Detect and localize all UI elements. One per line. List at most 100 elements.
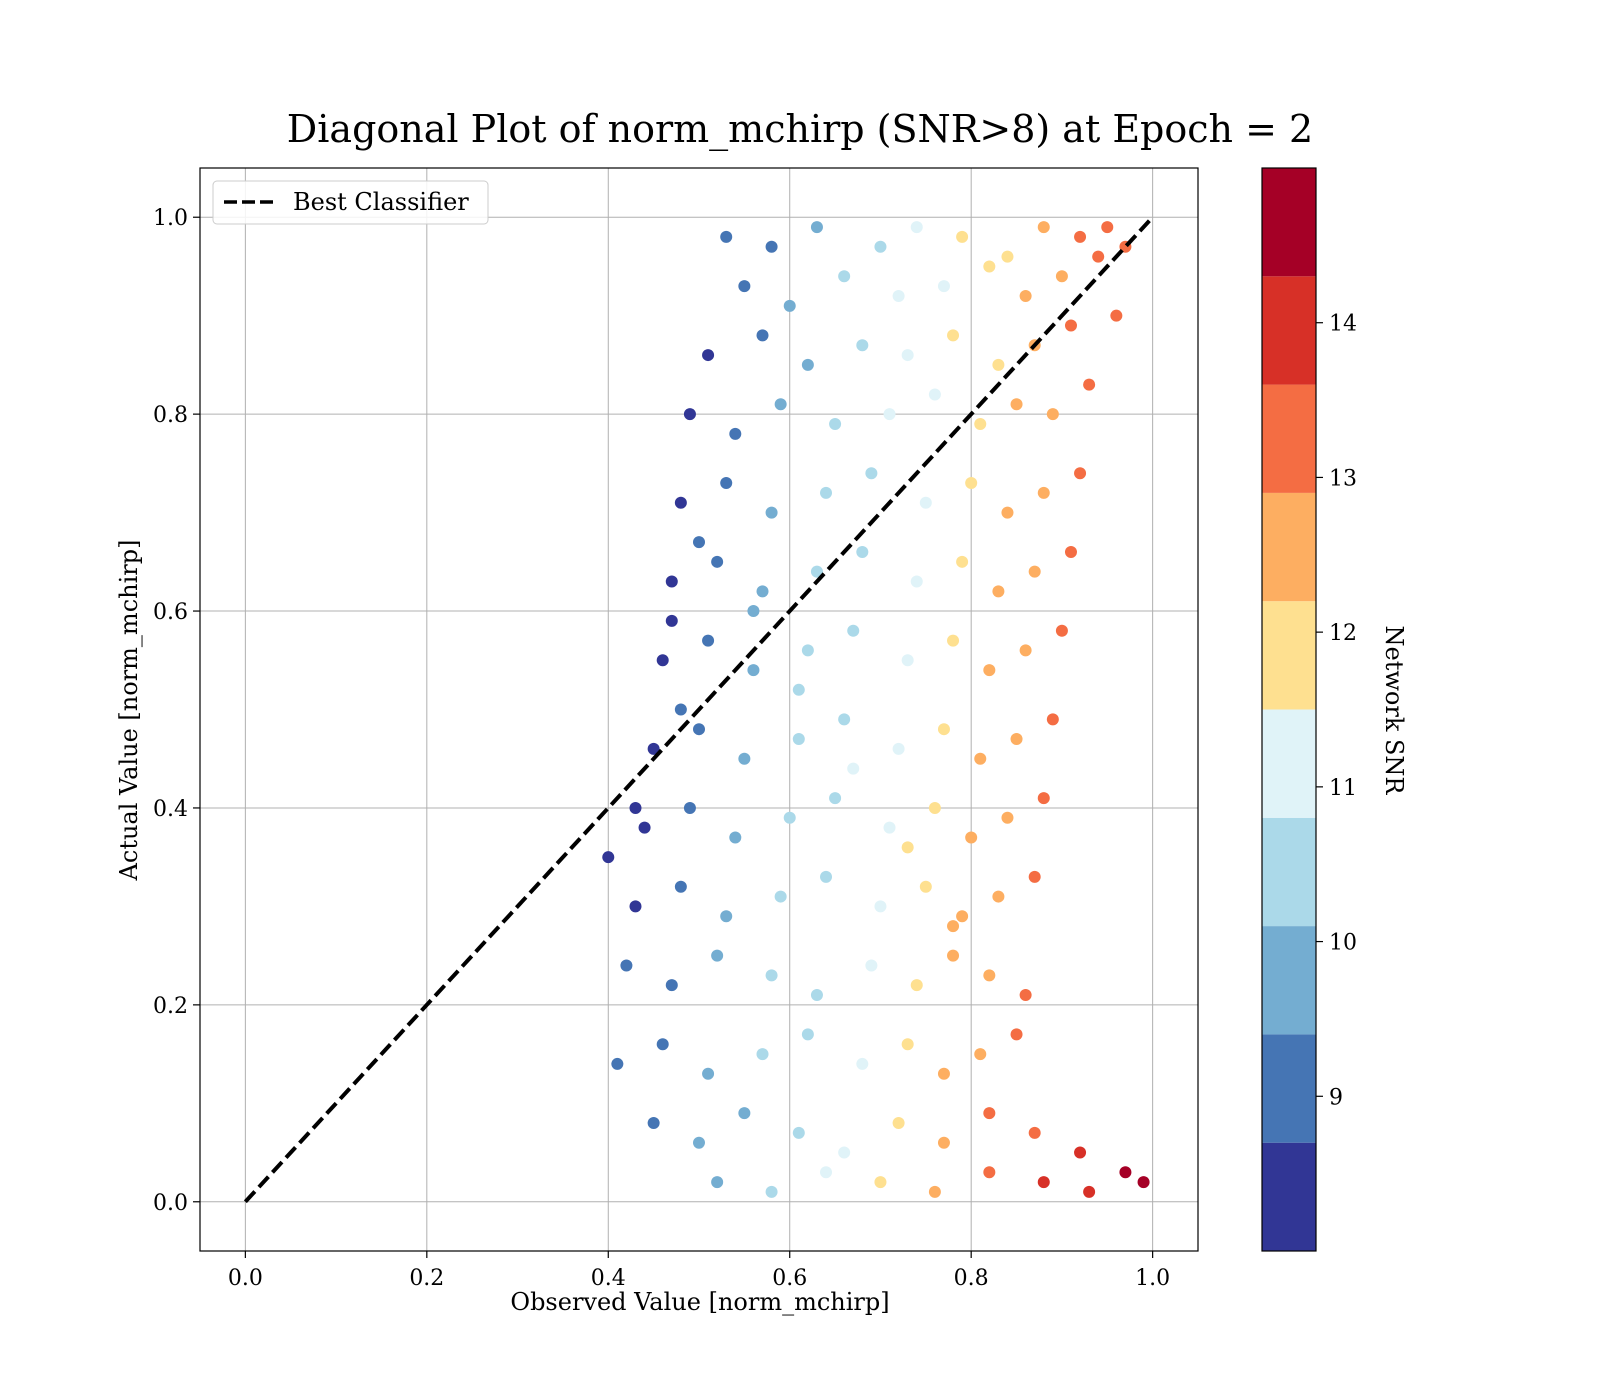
scatter-point (1064, 545, 1077, 558)
scatter-point (1137, 1176, 1150, 1189)
best-classifier-dashed-line (243, 215, 1155, 1204)
scatter-point (956, 230, 969, 243)
colorbar-tick-label: 14 (1329, 312, 1357, 337)
scatter-point (665, 575, 678, 588)
scatter-point (983, 1107, 996, 1120)
scatter-point (720, 477, 733, 490)
scatter-point (928, 388, 941, 401)
y-tick-label: 0.0 (153, 1191, 188, 1216)
scatter-point (838, 1146, 851, 1159)
scatter-point (974, 752, 987, 765)
best-classifier-line (243, 215, 1155, 1204)
colorbar-bin (1262, 926, 1316, 1035)
x-tick-label: 0.4 (591, 1266, 626, 1291)
scatter-point (711, 1176, 724, 1189)
scatter-point (665, 979, 678, 992)
scatter-point (820, 1166, 833, 1179)
scatter-point (956, 910, 969, 923)
scatter-point (829, 417, 842, 430)
scatter-point (1092, 250, 1105, 263)
scatter-point (683, 801, 696, 814)
x-axis-label: Observed Value [norm_mchirp] (510, 1288, 889, 1316)
scatter-point (838, 713, 851, 726)
scatter-point (647, 742, 660, 755)
colorbar-bin (1262, 709, 1316, 818)
scatter-point (711, 555, 724, 568)
plot-frame (199, 167, 1199, 1252)
scatter-point (947, 634, 960, 647)
colorbar-bin (1262, 1034, 1316, 1143)
scatter-point (801, 1028, 814, 1041)
scatter-point (674, 496, 687, 509)
scatter-point (629, 900, 642, 913)
scatter-point (874, 240, 887, 253)
scatter-point (810, 989, 823, 1002)
scatter-point (892, 289, 905, 302)
scatter-point (983, 260, 996, 273)
scatter-point (874, 1176, 887, 1189)
scatter-point (665, 614, 678, 627)
scatter-point (693, 723, 705, 736)
scatter-point (892, 742, 905, 755)
scatter-point (829, 792, 842, 805)
scatter-point (865, 467, 878, 480)
scatter-point (774, 890, 787, 903)
scatter-point (1010, 1028, 1023, 1041)
scatter-point (720, 230, 733, 243)
scatter-point (711, 949, 724, 962)
y-tick-label: 0.8 (153, 403, 188, 428)
scatter-point (919, 496, 932, 509)
scatter-point (702, 1067, 715, 1080)
scatter-point (756, 585, 769, 598)
y-axis-label: Actual Value [norm_mchirp] (115, 540, 143, 882)
scatter-point (1074, 230, 1087, 243)
scatter-point (847, 624, 860, 637)
scatter-point (1064, 319, 1077, 332)
scatter-point (1055, 270, 1068, 283)
scatter-point (792, 1126, 805, 1139)
scatter-point (983, 969, 996, 982)
scatter-point (901, 349, 914, 362)
scatter-point (1083, 378, 1096, 391)
scatter-point (901, 841, 914, 854)
colorbar-bin (1262, 276, 1316, 385)
scatter-point (810, 221, 823, 234)
scatter-point (1010, 733, 1023, 746)
scatter-point (1019, 989, 1032, 1002)
scatter-point (919, 880, 932, 893)
scatter-point (656, 1038, 669, 1051)
scatter-point (1083, 1185, 1096, 1198)
scatter-point (693, 1136, 705, 1149)
x-axis-ticks: 0.0 0.2 0.4 0.6 0.8 1.0 (228, 1251, 1170, 1291)
scatter-point (1037, 221, 1050, 234)
scatter-point (765, 1185, 778, 1198)
scatter-point (738, 752, 751, 765)
x-tick-label: 0.6 (772, 1266, 807, 1291)
x-tick-label: 1.0 (1135, 1266, 1170, 1291)
scatter-point (620, 959, 633, 972)
scatter-point (693, 536, 705, 549)
y-tick-label: 0.4 (153, 797, 188, 822)
legend-label: Best Classifier (293, 188, 469, 216)
scatter-point (974, 1048, 987, 1061)
scatter-point (1001, 811, 1014, 824)
scatter-point (992, 585, 1005, 598)
scatter-point (783, 811, 796, 824)
scatter-point (910, 979, 923, 992)
scatter-point (992, 890, 1005, 903)
scatter-point (792, 733, 805, 746)
scatter-point (629, 801, 642, 814)
scatter-point (983, 1166, 996, 1179)
scatter-point (1028, 565, 1041, 578)
scatter-point (765, 506, 778, 519)
scatter-point (611, 1057, 624, 1070)
scatter-point (801, 358, 814, 371)
colorbar-bin (1262, 168, 1316, 277)
scatter-point (901, 1038, 914, 1051)
scatter-point (756, 329, 769, 342)
scatter-point (638, 821, 651, 834)
scatter-point (1037, 1176, 1050, 1189)
scatter-point (856, 339, 869, 352)
scatter-point (1001, 250, 1014, 263)
